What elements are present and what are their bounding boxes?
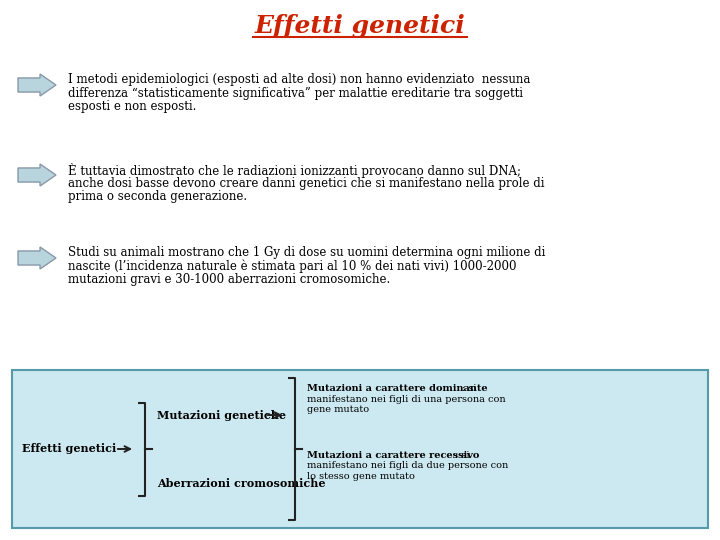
Polygon shape [18,164,56,186]
Text: È tuttavia dimostrato che le radiazioni ionizzanti provocano danno sul DNA;: È tuttavia dimostrato che le radiazioni … [68,163,521,178]
Text: Mutazioni a carattere dominante: Mutazioni a carattere dominante [307,384,487,393]
Text: nascite (l’incidenza naturale è stimata pari al 10 % dei nati vivi) 1000-2000: nascite (l’incidenza naturale è stimata … [68,260,516,273]
Polygon shape [18,247,56,269]
Text: lo stesso gene mutato: lo stesso gene mutato [307,472,415,481]
Text: manifestano nei figli da due persone con: manifestano nei figli da due persone con [307,462,508,470]
Text: Aberrazioni cromosomiche: Aberrazioni cromosomiche [157,478,325,489]
Text: prima o seconda generazione.: prima o seconda generazione. [68,190,247,203]
FancyBboxPatch shape [12,370,708,528]
Text: : si: : si [455,451,469,460]
Text: I metodi epidemiologici (esposti ad alte dosi) non hanno evidenziato  nessuna: I metodi epidemiologici (esposti ad alte… [68,73,531,86]
Text: differenza “statisticamente significativa” per malattie ereditarie tra soggetti: differenza “statisticamente significativ… [68,86,523,99]
Polygon shape [18,74,56,96]
Text: : si: : si [462,384,477,393]
Text: Mutazioni a carattere recessivo: Mutazioni a carattere recessivo [307,451,480,460]
Text: Effetti genetici: Effetti genetici [22,443,116,455]
Text: Mutazioni genetiche: Mutazioni genetiche [157,409,286,421]
Text: manifestano nei figli di una persona con: manifestano nei figli di una persona con [307,395,505,403]
Text: Effetti genetici: Effetti genetici [255,14,465,38]
Text: mutazioni gravi e 30-1000 aberrazioni cromosomiche.: mutazioni gravi e 30-1000 aberrazioni cr… [68,273,390,286]
Text: gene mutato: gene mutato [307,405,369,414]
Text: Studi su animali mostrano che 1 Gy di dose su uomini determina ogni milione di: Studi su animali mostrano che 1 Gy di do… [68,246,545,259]
Text: anche dosi basse devono creare danni genetici che si manifestano nella prole di: anche dosi basse devono creare danni gen… [68,177,544,190]
Text: esposti e non esposti.: esposti e non esposti. [68,100,197,113]
